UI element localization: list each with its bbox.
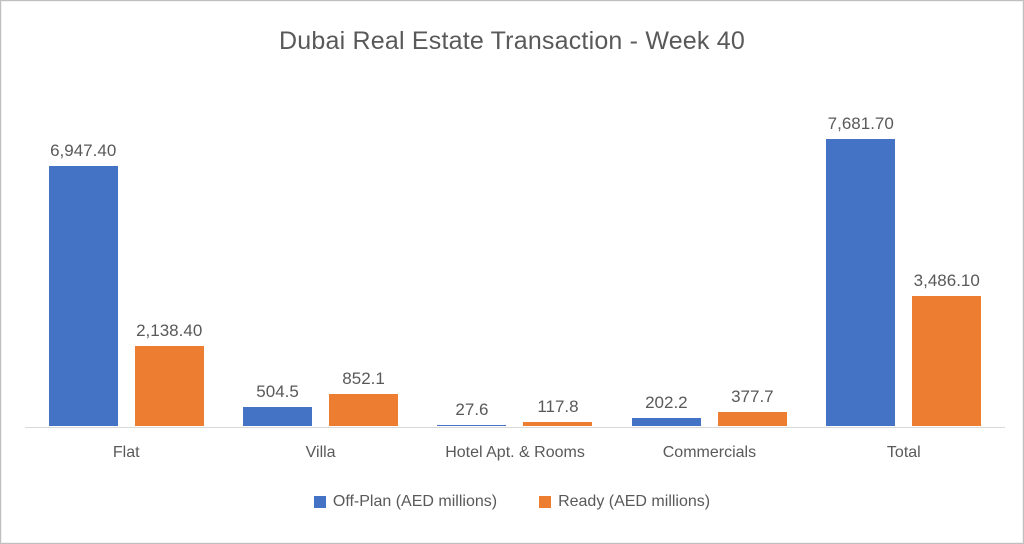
bar-wrap: 2,138.40: [134, 321, 204, 426]
data-label: 377.7: [731, 387, 774, 406]
category-label-villa: Villa: [305, 444, 336, 461]
category-label-total: Total: [886, 444, 921, 461]
legend-item-ready: Ready (AED millions): [539, 493, 710, 511]
bar-group-flat: 6,947.40 2,138.40: [48, 141, 204, 426]
bar-off-plan-villa: [243, 407, 313, 426]
bar-off-plan-flat: [48, 166, 118, 426]
bar-off-plan-hotel-apt-rooms: [437, 425, 507, 426]
legend-swatch-icon: [313, 496, 326, 508]
bar-wrap: 27.6: [437, 400, 507, 426]
legend-label: Ready (AED millions): [558, 493, 711, 510]
bar-wrap: 504.5: [243, 382, 313, 426]
data-label: 852.1: [342, 369, 385, 388]
bar-ready-commercials: [717, 412, 787, 426]
x-axis-line: [25, 427, 1005, 428]
legend-item-off-plan: Off-Plan (AED millions): [313, 493, 498, 511]
legend-label: Off-Plan (AED millions): [332, 493, 498, 510]
bar-group-villa: 504.5 852.1: [243, 369, 399, 426]
plot-area: 6,947.40 2,138.40 504.5 852.1 27.6 117.8 202.2…: [29, 96, 1001, 426]
category-label-commercials: Commercials: [662, 444, 757, 461]
bar-wrap: 117.8: [523, 397, 593, 426]
category-label-hotel-apt-rooms: Hotel Apt. & Rooms: [445, 444, 585, 461]
bar-group-commercials: 202.2 377.7: [631, 387, 787, 426]
chart-title: Dubai Real Estate Transaction - Week 40: [279, 27, 745, 55]
bar-group-total: 7,681.70 3,486.10: [826, 114, 982, 426]
bar-off-plan-total: [826, 139, 896, 426]
legend-swatch-icon: [539, 496, 552, 508]
bar-ready-villa: [329, 394, 399, 426]
data-label: 7,681.70: [827, 114, 894, 133]
bar-wrap: 202.2: [631, 393, 701, 426]
data-label: 117.8: [537, 397, 579, 416]
bar-wrap: 852.1: [329, 369, 399, 426]
data-label: 2,138.40: [136, 321, 203, 340]
data-label: 504.5: [256, 382, 299, 401]
bar-ready-flat: [134, 346, 204, 426]
data-label: 3,486.10: [913, 271, 980, 290]
bar-off-plan-commercials: [631, 418, 701, 426]
bar-group-hotel-apt-rooms: 27.6 117.8: [437, 397, 593, 426]
data-label: 202.2: [645, 393, 688, 412]
category-label-flat: Flat: [112, 444, 140, 461]
legend: Off-Plan (AED millions) Ready (AED millio…: [1, 493, 1023, 511]
bar-wrap: 6,947.40: [48, 141, 118, 426]
bar-wrap: 377.7: [717, 387, 787, 426]
bar-wrap: 7,681.70: [826, 114, 896, 426]
bar-wrap: 3,486.10: [912, 271, 982, 426]
x-axis-labels: Flat Villa Hotel Apt. & Rooms Commercials To…: [29, 444, 1001, 462]
bar-ready-total: [912, 296, 982, 426]
data-label: 6,947.40: [50, 141, 117, 160]
bar-ready-hotel-apt-rooms: [523, 422, 593, 426]
data-label: 27.6: [455, 400, 489, 419]
